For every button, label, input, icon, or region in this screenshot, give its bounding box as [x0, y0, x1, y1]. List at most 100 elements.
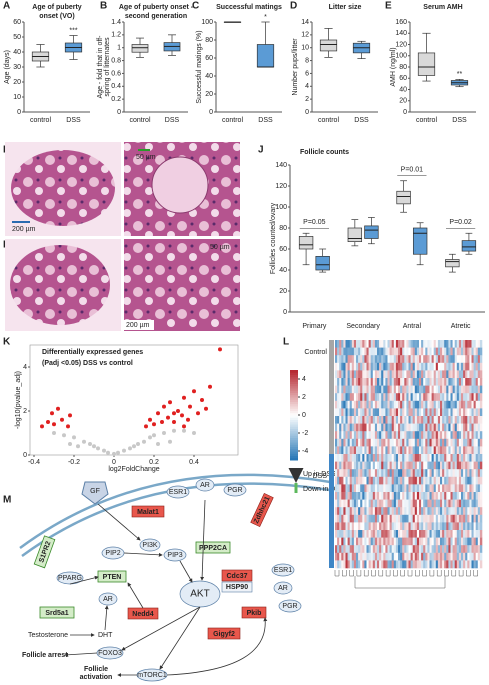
heatmap-cell — [469, 438, 472, 447]
heatmap-cell — [370, 514, 374, 523]
heatmap-cell — [379, 560, 382, 569]
heatmap-cell — [458, 370, 462, 379]
heatmap-cell — [353, 408, 357, 417]
heatmap-cell — [444, 416, 447, 424]
heatmap-cell — [387, 522, 390, 531]
heatmap-cell — [416, 370, 420, 379]
heatmap-cell — [442, 423, 445, 432]
heatmap-cell — [454, 408, 458, 417]
heatmap-cell — [456, 362, 460, 371]
heatmap-cell — [444, 400, 447, 409]
colorbar-cell — [290, 412, 298, 416]
heatmap-cell — [374, 347, 378, 356]
heatmap-cell — [452, 362, 455, 371]
heatmap-cell — [356, 355, 359, 364]
heatmap-cell — [454, 431, 458, 440]
heatmap-cell — [351, 560, 355, 569]
colorbar-label: 0 — [302, 412, 306, 419]
heatmap-cell — [358, 522, 361, 531]
heatmap-cell — [341, 340, 344, 348]
heatmap-cell — [475, 340, 479, 348]
heatmap-cell — [368, 446, 371, 455]
heatmap-cell — [374, 408, 378, 417]
heatmap-cell — [456, 423, 460, 432]
heatmap-cell — [469, 408, 472, 417]
heatmap-cell — [454, 461, 458, 470]
point — [168, 400, 172, 405]
heatmap-cell — [450, 530, 453, 538]
heatmap-cell — [473, 446, 476, 455]
heatmap-cell — [440, 461, 443, 470]
heatmap-cell — [425, 355, 428, 364]
heatmap-cell — [442, 514, 445, 523]
heatmap-cell — [339, 476, 342, 485]
heatmap-cell — [389, 454, 392, 462]
heatmap-cell — [339, 507, 342, 516]
heatmap-cell — [381, 507, 384, 516]
heatmap-cell — [423, 385, 426, 394]
dendrogram — [393, 570, 398, 577]
heatmap-cell — [381, 416, 384, 424]
heatmap-cell — [339, 522, 342, 531]
heatmap-cell — [404, 499, 407, 508]
heatmap-cell — [471, 492, 474, 500]
colorbar-cell — [290, 437, 298, 441]
heatmap-cell — [416, 393, 420, 402]
heatmap-cell — [421, 545, 424, 554]
heatmap-cell — [469, 370, 472, 379]
heatmap-cell — [364, 522, 367, 531]
heatmap-cell — [467, 370, 470, 379]
heatmap-cell — [414, 438, 418, 447]
scale-label: 50 µm — [210, 244, 230, 251]
heatmap-cell — [452, 469, 455, 478]
colorbar-cell — [290, 433, 298, 436]
heatmap-cell — [437, 476, 441, 485]
heatmap-cell — [391, 484, 395, 493]
heatmap-cell — [404, 416, 407, 424]
heatmap-cell — [467, 469, 470, 478]
heatmap-cell — [475, 400, 479, 409]
heatmap-cell — [345, 499, 348, 508]
heatmap-cell — [404, 438, 407, 447]
heatmap-cell — [341, 362, 344, 371]
heatmap-cell — [458, 499, 462, 508]
heatmap-cell — [429, 507, 432, 516]
heatmap-cell — [465, 476, 468, 485]
heatmap-cell — [414, 393, 418, 402]
heatmap-cell — [391, 355, 395, 364]
heatmap-cell — [458, 522, 462, 531]
heatmap-cell — [335, 431, 338, 440]
heatmap-cell — [353, 522, 357, 531]
heatmap-cell — [416, 461, 420, 470]
heatmap-cell — [347, 514, 350, 523]
heatmap-cell — [431, 370, 434, 379]
heatmap-cell — [425, 400, 428, 409]
point — [142, 439, 146, 444]
heatmap-cell — [402, 423, 405, 432]
heatmap-cell — [362, 469, 365, 478]
heatmap-cell — [379, 469, 382, 478]
heatmap-cell — [362, 400, 365, 409]
heatmap-cell — [475, 355, 479, 364]
heatmap-cell — [353, 431, 357, 440]
heatmap-cell — [364, 514, 367, 523]
heatmap-cell — [402, 340, 405, 348]
heatmap-cell — [446, 340, 449, 348]
heatmap-cell — [402, 476, 405, 485]
heatmap-cell — [454, 416, 458, 424]
heatmap-cell — [349, 545, 353, 554]
heatmap-cell — [452, 423, 455, 432]
heatmap-cell — [387, 362, 390, 371]
heatmap-cell — [385, 438, 388, 447]
heatmap-cell — [427, 492, 430, 500]
heatmap-cell — [387, 514, 390, 523]
heatmap-cell — [412, 484, 416, 493]
heatmap-cell — [385, 355, 388, 364]
heatmap-cell — [437, 355, 441, 364]
heatmap-cell — [377, 537, 380, 546]
heatmap-cell — [379, 476, 382, 485]
heatmap-cell — [335, 530, 338, 538]
y-tick-label: 10 — [301, 45, 309, 52]
heatmap-cell — [379, 522, 382, 531]
